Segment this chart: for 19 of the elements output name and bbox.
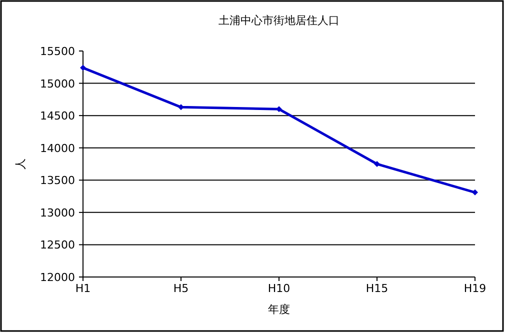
point [80,64,86,71]
x-tick-label: H15 [366,282,388,295]
point [374,161,380,167]
y-tick-label: 15500 [40,45,75,58]
y-tick-label: 14000 [40,142,75,155]
y-tick-label: 13000 [40,206,75,220]
y-tick-label: 12500 [40,238,75,252]
chart-title: 土浦中心市街地居住人口 [218,14,340,27]
y-tick-label: 12000 [40,271,75,284]
x-tick-label: H10 [268,282,290,295]
y-tick-label: 14500 [40,110,75,123]
x-tick-label: H5 [173,282,189,295]
point [472,189,478,196]
y-tick-label: 15000 [40,77,75,90]
y-axis-title: 人 [14,158,27,170]
x-axis-title: 年度 [268,303,290,316]
x-tick-label: H19 [464,282,486,295]
y-tick-label: 13500 [40,174,75,188]
x-tick-label: H1 [75,282,91,295]
